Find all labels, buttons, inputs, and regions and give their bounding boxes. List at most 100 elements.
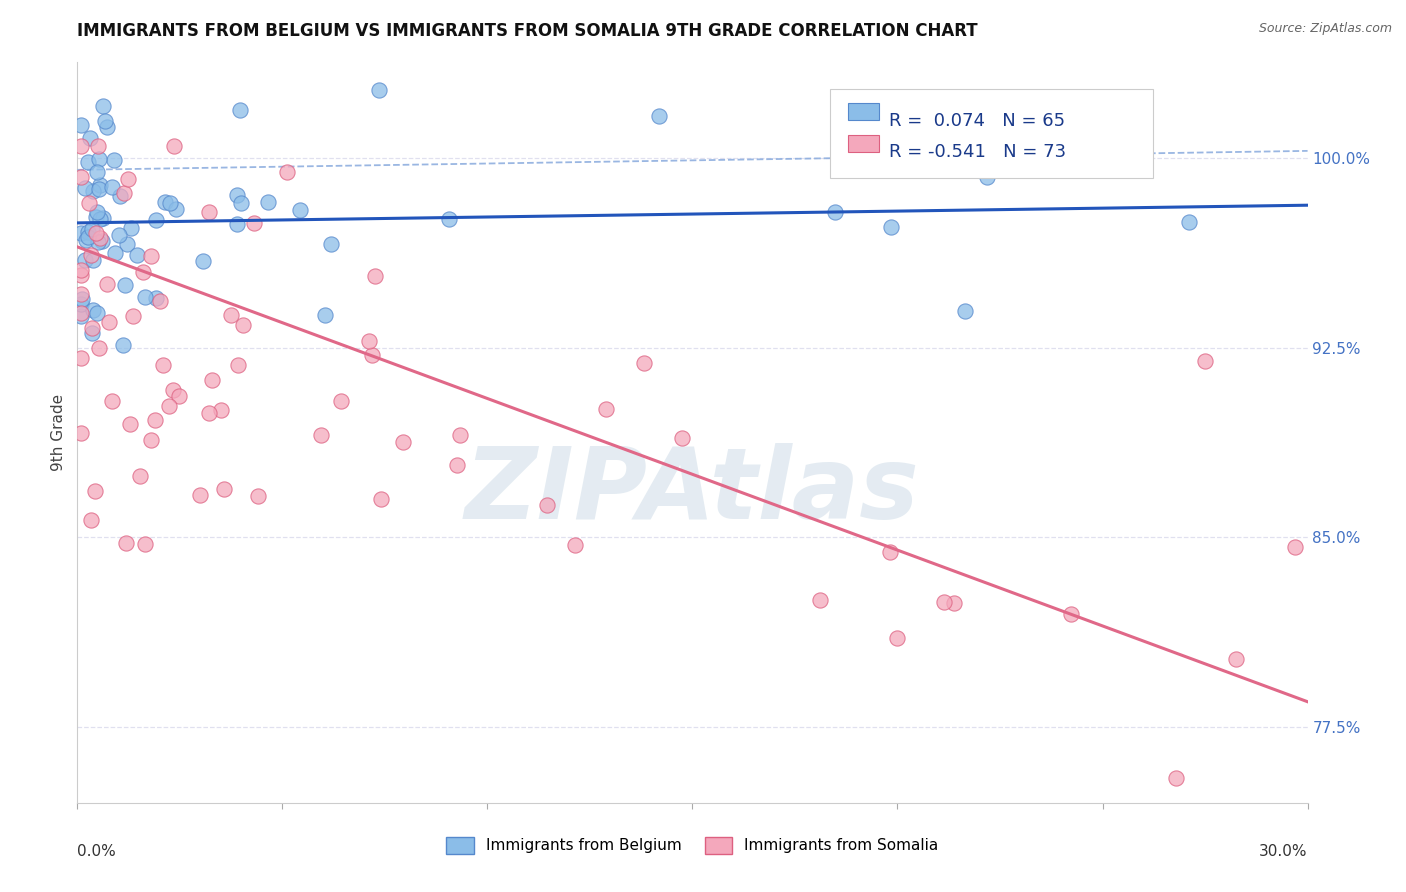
Point	[84, 226, 107, 240]
Point	[83, 484, 105, 499]
Point	[145, 213, 167, 227]
Point	[79, 248, 101, 262]
Point	[392, 435, 415, 450]
Point	[1060, 607, 1083, 621]
Point	[90, 234, 112, 248]
Point	[87, 138, 110, 153]
Point	[219, 308, 242, 322]
Point	[879, 545, 901, 559]
Point	[159, 195, 181, 210]
Point	[117, 171, 139, 186]
Point	[125, 248, 148, 262]
Point	[149, 294, 172, 309]
Point	[70, 293, 93, 307]
Point	[89, 152, 111, 166]
Point	[120, 220, 142, 235]
Point	[257, 194, 280, 209]
Point	[212, 482, 235, 496]
Point	[70, 227, 93, 241]
Point	[70, 309, 93, 323]
Point	[225, 188, 247, 202]
Point	[198, 205, 221, 219]
Point	[165, 202, 187, 216]
Text: 0.0%: 0.0%	[77, 844, 117, 858]
Y-axis label: 9th Grade: 9th Grade	[51, 394, 66, 471]
Point	[163, 138, 186, 153]
Legend: Immigrants from Belgium, Immigrants from Somalia: Immigrants from Belgium, Immigrants from…	[439, 829, 946, 862]
Point	[595, 402, 617, 417]
Point	[143, 412, 166, 426]
Point	[82, 303, 104, 318]
Point	[134, 290, 156, 304]
Point	[360, 348, 382, 362]
Point	[243, 217, 266, 231]
Point	[1164, 771, 1187, 785]
Text: IMMIGRANTS FROM BELGIUM VS IMMIGRANTS FROM SOMALIA 9TH GRADE CORRELATION CHART: IMMIGRANTS FROM BELGIUM VS IMMIGRANTS FR…	[77, 22, 979, 40]
Point	[132, 265, 155, 279]
Point	[314, 308, 336, 322]
Point	[955, 303, 977, 318]
Point	[104, 246, 127, 260]
Point	[79, 130, 101, 145]
Point	[145, 291, 167, 305]
Text: ZIPAtlas: ZIPAtlas	[465, 443, 920, 541]
Point	[228, 103, 250, 118]
Point	[70, 170, 93, 185]
Point	[309, 428, 332, 442]
Point	[82, 184, 104, 198]
Point	[364, 268, 387, 283]
Text: R =  0.074   N = 65: R = 0.074 N = 65	[889, 112, 1064, 130]
Point	[167, 389, 190, 403]
Point	[101, 180, 124, 194]
Point	[89, 341, 111, 355]
Point	[87, 235, 110, 249]
Point	[153, 195, 176, 210]
Point	[114, 277, 136, 292]
Point	[96, 277, 118, 292]
Point	[437, 211, 460, 226]
Point	[824, 205, 846, 219]
Text: R = -0.541   N = 73: R = -0.541 N = 73	[889, 143, 1066, 161]
Point	[1225, 652, 1247, 666]
Point	[70, 118, 93, 132]
Point	[330, 394, 353, 409]
Point	[86, 165, 108, 179]
Point	[359, 334, 381, 349]
Point	[965, 131, 987, 145]
Point	[80, 221, 103, 235]
Point	[75, 233, 97, 247]
Point	[201, 373, 224, 387]
Point	[157, 399, 180, 413]
Point	[89, 231, 111, 245]
Point	[70, 425, 93, 440]
Point	[79, 196, 101, 211]
Point	[86, 306, 108, 320]
Point	[1178, 215, 1201, 229]
Point	[162, 384, 184, 398]
Point	[226, 358, 249, 372]
Point	[93, 99, 115, 113]
Point	[191, 253, 214, 268]
Point	[152, 358, 174, 372]
Point	[209, 403, 232, 417]
Point	[89, 178, 111, 193]
Point	[91, 211, 114, 226]
Point	[276, 165, 298, 179]
Point	[80, 321, 103, 335]
Point	[808, 593, 831, 607]
Point	[96, 120, 118, 134]
Point	[87, 182, 110, 196]
Point	[86, 204, 108, 219]
Point	[70, 296, 93, 310]
Point	[101, 393, 124, 408]
Point	[247, 489, 270, 503]
Point	[75, 181, 97, 195]
Point	[536, 498, 558, 512]
Point	[111, 338, 134, 352]
Point	[1194, 353, 1216, 368]
Point	[880, 220, 903, 235]
Point	[647, 109, 669, 123]
Point	[89, 211, 111, 226]
Point	[226, 217, 249, 231]
Point	[122, 309, 145, 323]
